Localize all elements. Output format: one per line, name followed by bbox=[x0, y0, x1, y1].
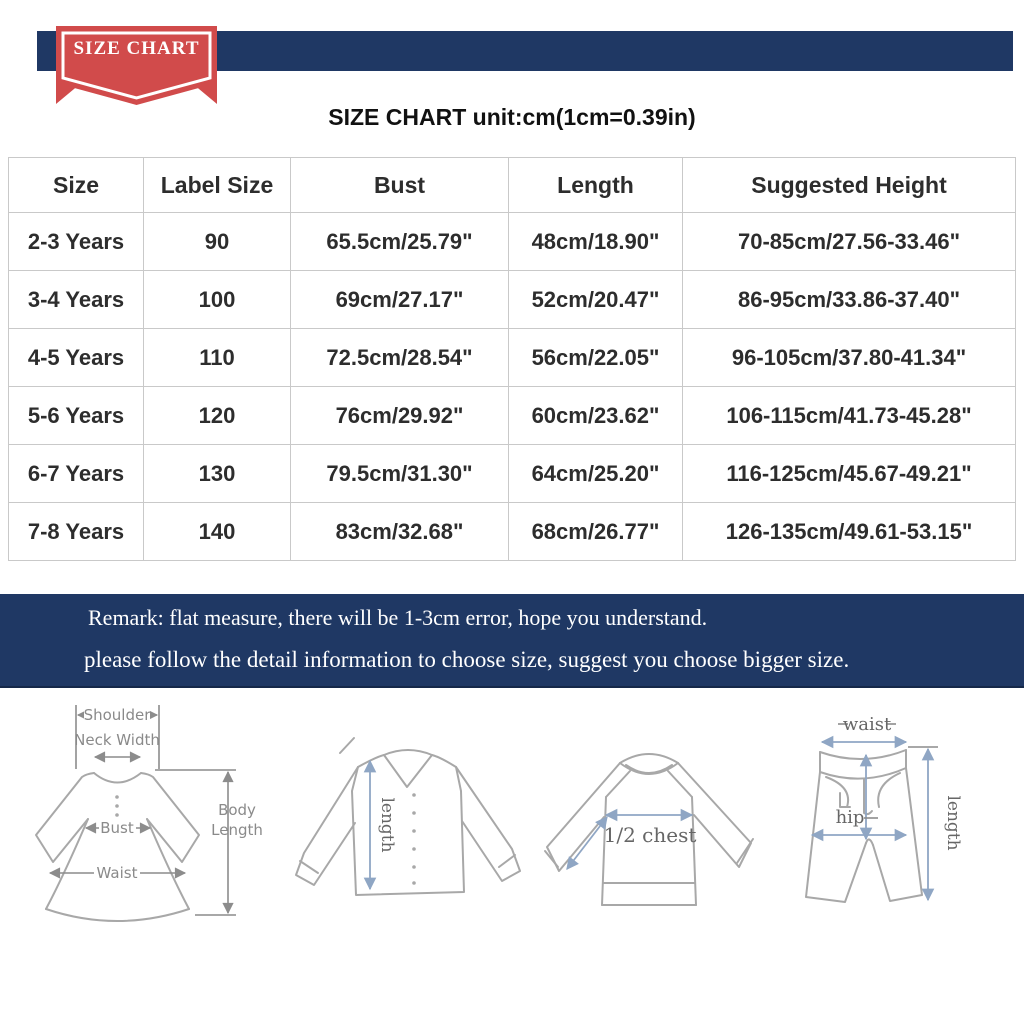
cell-height: 116-125cm/45.67-49.21" bbox=[682, 444, 1016, 503]
page-title: SIZE CHART unit:cm(1cm=0.39in) bbox=[328, 104, 696, 130]
cell-bust: 69cm/27.17" bbox=[290, 270, 509, 329]
sweater-diagram: 1/2 chest bbox=[544, 753, 754, 906]
body-length-label: Body bbox=[218, 801, 256, 819]
remark-banner: Remark: flat measure, there will be 1-3c… bbox=[0, 594, 1024, 688]
cell-height: 86-95cm/33.86-37.40" bbox=[682, 270, 1016, 329]
cell-size: 4-5 Years bbox=[8, 328, 144, 387]
waist-label: Waist bbox=[97, 864, 138, 882]
size-chart-ribbon-icon bbox=[56, 26, 217, 105]
cell-length: 48cm/18.90" bbox=[508, 212, 683, 271]
cell-label-size: 100 bbox=[143, 270, 291, 329]
cell-bust: 79.5cm/31.30" bbox=[290, 444, 509, 503]
cell-height: 96-105cm/37.80-41.34" bbox=[682, 328, 1016, 387]
cell-size: 3-4 Years bbox=[8, 270, 144, 329]
ribbon-label: SIZE CHART bbox=[73, 38, 200, 59]
cell-length: 64cm/25.20" bbox=[508, 444, 683, 503]
cell-length: 52cm/20.47" bbox=[508, 270, 683, 329]
shoulder-label: Shoulder bbox=[84, 706, 152, 724]
cell-bust: 65.5cm/25.79" bbox=[290, 212, 509, 271]
pants-diagram: waist hip length bbox=[805, 714, 963, 903]
cell-size: 6-7 Years bbox=[8, 444, 144, 503]
cell-label-size: 110 bbox=[143, 328, 291, 387]
cell-bust: 76cm/29.92" bbox=[290, 386, 509, 445]
dress-diagram: Shoulder Neck Width Bust Waist Body Leng bbox=[35, 705, 263, 922]
table-row: 6-7 Years 130 79.5cm/31.30" 64cm/25.20" … bbox=[8, 444, 1016, 503]
cell-bust: 72.5cm/28.54" bbox=[290, 328, 509, 387]
column-header-length: Length bbox=[508, 157, 683, 213]
cell-size: 7-8 Years bbox=[8, 502, 144, 561]
cell-label-size: 90 bbox=[143, 212, 291, 271]
pants-length-label: length bbox=[943, 795, 963, 850]
table-row: 3-4 Years 100 69cm/27.17" 52cm/20.47" 86… bbox=[8, 270, 1016, 329]
measurement-diagrams: Shoulder Neck Width Bust Waist Body Leng bbox=[35, 705, 963, 922]
cell-size: 2-3 Years bbox=[8, 212, 144, 271]
cell-label-size: 140 bbox=[143, 502, 291, 561]
cell-height: 126-135cm/49.61-53.15" bbox=[682, 502, 1016, 561]
table-row: 2-3 Years 90 65.5cm/25.79" 48cm/18.90" 7… bbox=[8, 212, 1016, 271]
cell-length: 56cm/22.05" bbox=[508, 328, 683, 387]
shirt-length-label: length bbox=[377, 797, 397, 852]
remark-line: Remark: flat measure, there will be 1-3c… bbox=[88, 605, 708, 630]
table-row: 7-8 Years 140 83cm/32.68" 68cm/26.77" 12… bbox=[8, 502, 1016, 561]
table-header-row: Size Label Size Bust Length Suggested He… bbox=[8, 157, 1016, 213]
cell-height: 70-85cm/27.56-33.46" bbox=[682, 212, 1016, 271]
size-table: Size Label Size Bust Length Suggested He… bbox=[8, 157, 1016, 561]
body-length-label: Length bbox=[211, 821, 263, 839]
cell-label-size: 120 bbox=[143, 386, 291, 445]
table-row: 4-5 Years 110 72.5cm/28.54" 56cm/22.05" … bbox=[8, 328, 1016, 387]
column-header-suggested-height: Suggested Height bbox=[682, 157, 1016, 213]
neck-width-label: Neck Width bbox=[74, 731, 160, 749]
column-header-label-size: Label Size bbox=[143, 157, 291, 213]
pants-hip-label: hip bbox=[836, 807, 865, 828]
table-row: 5-6 Years 120 76cm/29.92" 60cm/23.62" 10… bbox=[8, 386, 1016, 445]
cell-bust: 83cm/32.68" bbox=[290, 502, 509, 561]
cell-height: 106-115cm/41.73-45.28" bbox=[682, 386, 1016, 445]
label-bg bbox=[84, 705, 150, 723]
cell-length: 60cm/23.62" bbox=[508, 386, 683, 445]
pants-waist-label: waist bbox=[843, 714, 892, 735]
cell-length: 68cm/26.77" bbox=[508, 502, 683, 561]
column-header-size: Size bbox=[8, 157, 144, 213]
shirt-diagram: length bbox=[295, 737, 521, 896]
column-header-bust: Bust bbox=[290, 157, 509, 213]
bust-label: Bust bbox=[100, 819, 134, 837]
half-chest-label: 1/2 chest bbox=[604, 823, 697, 847]
cell-size: 5-6 Years bbox=[8, 386, 144, 445]
cell-label-size: 130 bbox=[143, 444, 291, 503]
remark-line: please follow the detail information to … bbox=[84, 647, 850, 672]
